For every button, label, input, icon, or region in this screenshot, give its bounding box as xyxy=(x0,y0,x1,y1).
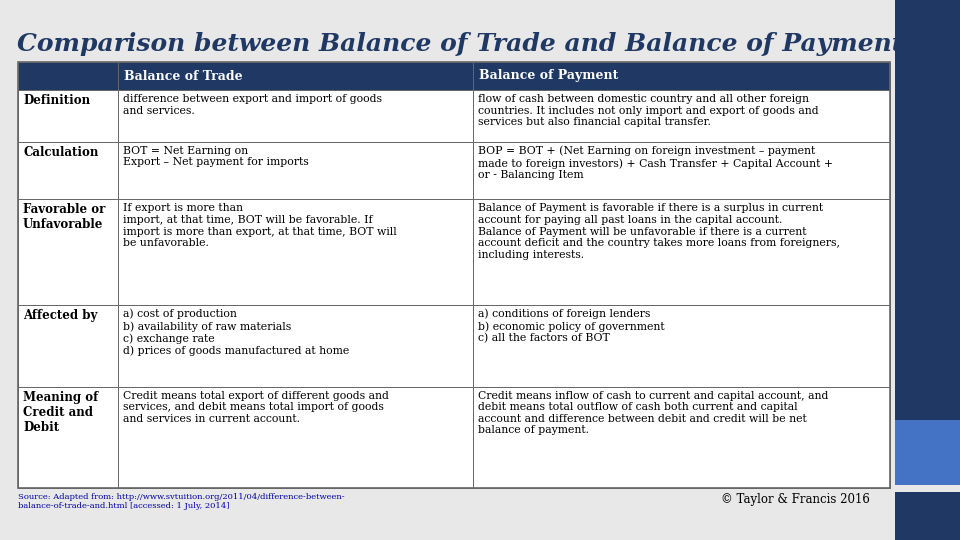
Text: a) conditions of foreign lenders
b) economic policy of government
c) all the fac: a) conditions of foreign lenders b) econ… xyxy=(478,309,664,344)
Text: Definition: Definition xyxy=(23,94,90,107)
Text: © Taylor & Francis 2016: © Taylor & Francis 2016 xyxy=(721,493,870,506)
Text: Meaning of
Credit and
Debit: Meaning of Credit and Debit xyxy=(23,390,98,434)
Bar xyxy=(18,199,118,305)
Text: Credit means total export of different goods and
services, and debit means total: Credit means total export of different g… xyxy=(123,390,389,424)
Text: Comparison between Balance of Trade and Balance of Payment: Comparison between Balance of Trade and … xyxy=(17,32,903,56)
Text: Balance of Payment: Balance of Payment xyxy=(479,70,618,83)
Text: Favorable or
Unfavorable: Favorable or Unfavorable xyxy=(23,204,106,232)
Bar xyxy=(473,62,890,90)
Bar xyxy=(895,0,960,420)
Text: Credit means inflow of cash to current and capital account, and
debit means tota: Credit means inflow of cash to current a… xyxy=(478,390,828,435)
Text: Source: Adapted from: http://www.svtuition.org/2011/04/difference-between-
balan: Source: Adapted from: http://www.svtuiti… xyxy=(18,493,345,510)
Bar xyxy=(118,199,473,305)
Bar xyxy=(473,305,890,387)
Bar xyxy=(118,62,473,90)
Text: Balance of Trade: Balance of Trade xyxy=(124,70,243,83)
Bar xyxy=(18,62,118,90)
Bar xyxy=(18,305,118,387)
Bar xyxy=(473,141,890,199)
Bar xyxy=(473,90,890,141)
Bar xyxy=(18,387,118,488)
Bar xyxy=(118,90,473,141)
Text: If export is more than
import, at that time, BOT will be favorable. If
import is: If export is more than import, at that t… xyxy=(123,204,396,248)
Text: difference between export and import of goods
and services.: difference between export and import of … xyxy=(123,94,382,116)
Bar xyxy=(118,141,473,199)
Text: Affected by: Affected by xyxy=(23,309,97,322)
Bar xyxy=(895,492,960,540)
Bar xyxy=(895,420,960,485)
Text: BOT = Net Earning on
Export – Net payment for imports: BOT = Net Earning on Export – Net paymen… xyxy=(123,146,309,167)
Bar xyxy=(118,305,473,387)
Bar xyxy=(18,90,118,141)
Text: Balance of Payment is favorable if there is a surplus in current
account for pay: Balance of Payment is favorable if there… xyxy=(478,204,840,260)
Bar xyxy=(473,387,890,488)
Text: Calculation: Calculation xyxy=(23,146,98,159)
Bar xyxy=(118,387,473,488)
Bar xyxy=(473,199,890,305)
Bar xyxy=(18,62,890,488)
Text: flow of cash between domestic country and all other foreign
countries. It includ: flow of cash between domestic country an… xyxy=(478,94,819,127)
Text: BOP = BOT + (Net Earning on foreign investment – payment
made to foreign investo: BOP = BOT + (Net Earning on foreign inve… xyxy=(478,146,833,180)
Bar xyxy=(18,141,118,199)
Text: a) cost of production
b) availability of raw materials
c) exchange rate
d) price: a) cost of production b) availability of… xyxy=(123,309,349,356)
